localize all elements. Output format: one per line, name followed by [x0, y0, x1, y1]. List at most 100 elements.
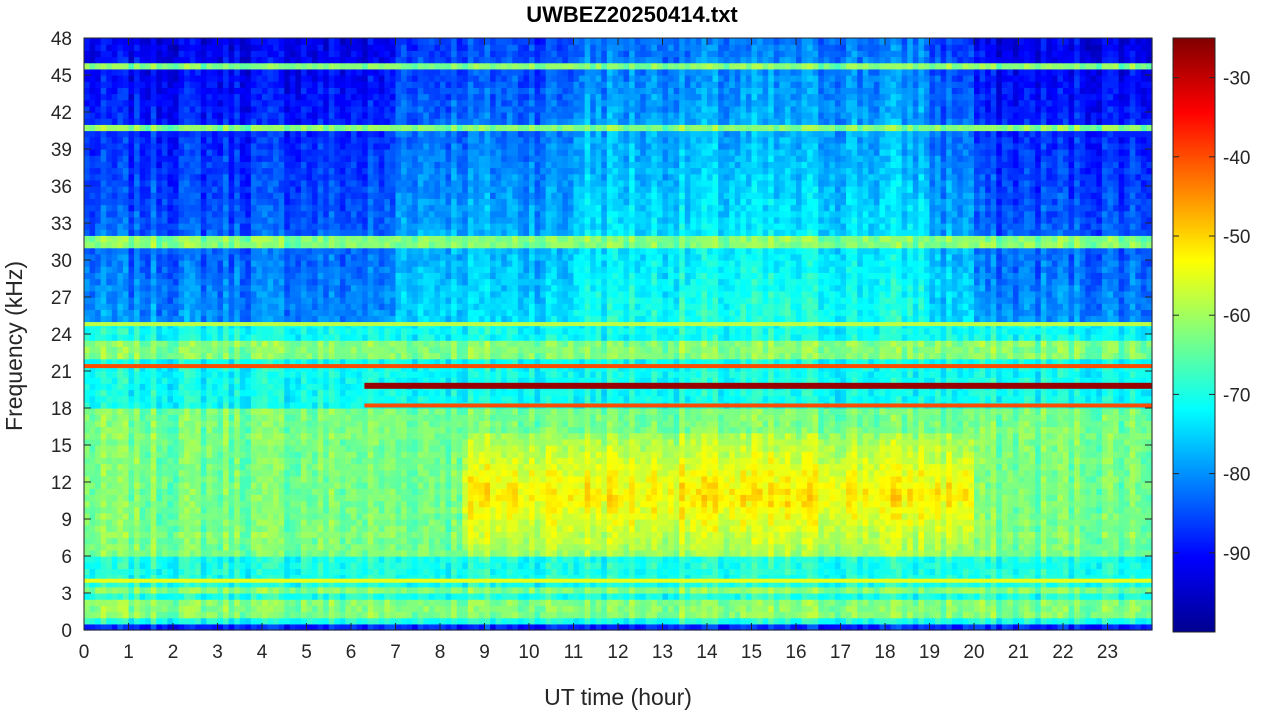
heatmap-cell — [718, 519, 725, 526]
heatmap-cell — [428, 519, 436, 526]
heatmap-cell — [690, 556, 697, 563]
heatmap-cell — [440, 475, 447, 483]
heatmap-cell — [974, 549, 981, 557]
heatmap-cell — [974, 568, 981, 576]
heatmap-cell — [823, 556, 830, 563]
heatmap-cell — [1096, 482, 1103, 489]
heatmap-cell — [1007, 482, 1014, 489]
heatmap-cell — [384, 549, 391, 557]
heatmap-cell — [1074, 500, 1081, 508]
heatmap-cell — [734, 568, 741, 576]
heatmap-cell — [389, 605, 397, 613]
heatmap-cell — [1029, 469, 1036, 477]
heatmap-cell — [495, 623, 502, 631]
heatmap-cell — [912, 580, 919, 588]
heatmap-cell — [818, 488, 825, 495]
heatmap-cell — [262, 494, 269, 502]
heatmap-cell — [467, 611, 474, 619]
heatmap-cell — [912, 512, 919, 520]
heatmap-cell — [173, 549, 180, 557]
heatmap-cell — [478, 525, 486, 532]
heatmap-cell — [740, 574, 747, 582]
heatmap-cell — [673, 494, 680, 502]
heatmap-cell — [467, 506, 474, 514]
heatmap-cell — [940, 617, 947, 625]
heatmap-cell — [1012, 506, 1020, 514]
heatmap-cell — [773, 599, 780, 606]
heatmap-cell — [445, 494, 452, 502]
heatmap-cell — [1101, 506, 1109, 514]
heatmap-cell — [173, 580, 180, 588]
heatmap-cell — [1096, 549, 1103, 557]
heatmap-cell — [95, 519, 102, 526]
heatmap-cell — [89, 525, 96, 532]
heatmap-cell — [523, 623, 530, 631]
heatmap-cell — [84, 475, 91, 483]
heatmap-cell — [217, 580, 224, 588]
heatmap-cell — [912, 519, 919, 526]
heatmap-cell — [834, 519, 842, 526]
heatmap-cell — [1001, 531, 1008, 539]
heatmap-cell — [451, 580, 458, 588]
heatmap-cell — [962, 537, 970, 545]
heatmap-cell — [300, 488, 308, 495]
heatmap-cell — [790, 568, 797, 576]
heatmap-cell — [618, 469, 625, 477]
heatmap-cell — [773, 525, 780, 532]
heatmap-cell — [846, 500, 853, 508]
heatmap-cell — [167, 623, 174, 631]
heatmap-cell — [434, 605, 441, 613]
heatmap-cell — [745, 580, 753, 588]
heatmap-cell — [312, 562, 319, 569]
heatmap-cell — [256, 488, 263, 495]
heatmap-cell — [656, 506, 664, 514]
heatmap-cell — [918, 537, 925, 545]
heatmap-cell — [473, 586, 480, 594]
heatmap-cell — [339, 469, 347, 477]
heatmap-cell — [1001, 506, 1008, 514]
heatmap-cell — [200, 512, 207, 520]
heatmap-cell — [189, 617, 196, 625]
heatmap-cell — [445, 537, 452, 545]
heatmap-cell — [161, 512, 169, 520]
heatmap-cell — [757, 562, 764, 569]
heatmap-cell — [567, 512, 575, 520]
heatmap-cell — [161, 482, 169, 489]
heatmap-cell — [801, 469, 808, 477]
heatmap-cell — [701, 556, 708, 563]
heatmap-cell — [584, 494, 591, 502]
heatmap-cell — [862, 611, 869, 619]
heatmap-cell — [662, 556, 669, 563]
heatmap-cell — [1096, 488, 1103, 495]
heatmap-cell — [829, 469, 836, 477]
heatmap-cell — [879, 593, 886, 600]
heatmap-cell — [1007, 469, 1014, 477]
heatmap-cell — [1001, 617, 1008, 625]
heatmap-cell — [1029, 500, 1036, 508]
heatmap-cell — [573, 586, 580, 594]
heatmap-cell — [573, 623, 580, 631]
heatmap-cell — [1074, 586, 1081, 594]
heatmap-cell — [645, 506, 652, 514]
heatmap-cell — [100, 593, 107, 600]
heatmap-cell — [1101, 475, 1109, 483]
heatmap-cell — [840, 586, 847, 594]
heatmap-cell — [1029, 543, 1036, 551]
heatmap-cell — [401, 568, 408, 576]
heatmap-cell — [873, 568, 881, 576]
heatmap-cell — [284, 568, 291, 576]
heatmap-cell — [512, 593, 519, 600]
heatmap-cell — [979, 519, 986, 526]
heatmap-cell — [968, 580, 975, 588]
heatmap-cell — [462, 623, 469, 631]
heatmap-cell — [367, 593, 374, 600]
heatmap-cell — [1140, 605, 1148, 613]
heatmap-cell — [289, 586, 296, 594]
heatmap-cell — [1101, 568, 1109, 576]
heatmap-cell — [890, 549, 897, 557]
heatmap-cell — [351, 562, 358, 569]
heatmap-cell — [623, 500, 630, 508]
heatmap-cell — [1040, 519, 1047, 526]
heatmap-cell — [773, 488, 780, 495]
heatmap-cell — [923, 519, 931, 526]
